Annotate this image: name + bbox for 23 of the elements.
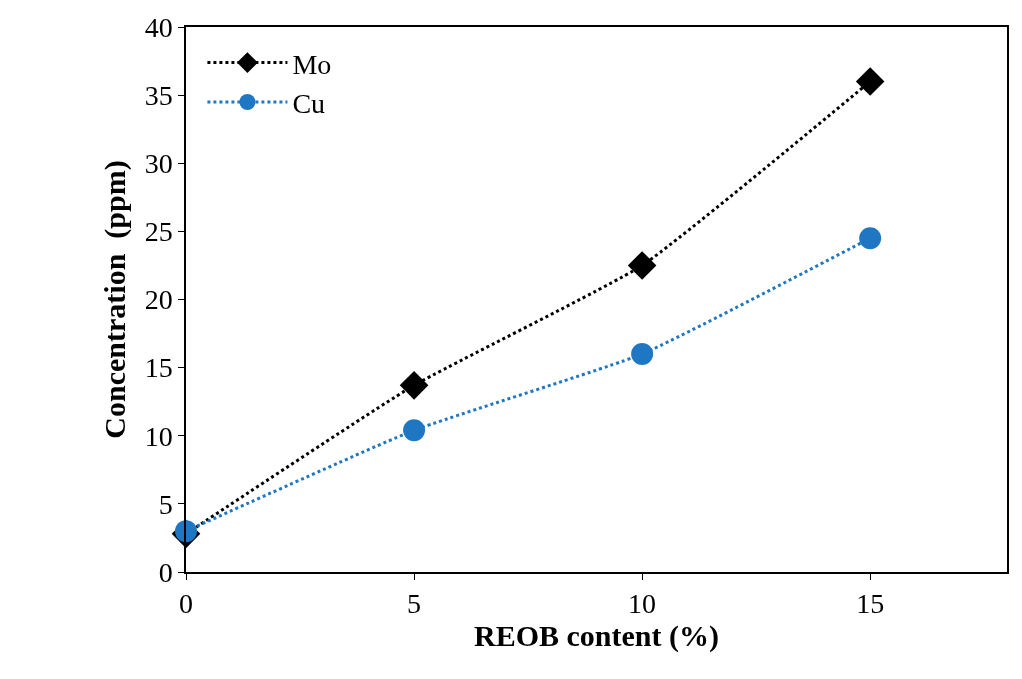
y-tick-label: 15 <box>144 352 173 384</box>
x-tick-label: 5 <box>407 588 422 620</box>
point <box>627 251 657 280</box>
point <box>403 419 426 442</box>
y-tick-label: 20 <box>144 284 173 316</box>
x-axis-title: REOB content (%) <box>474 619 719 654</box>
point <box>859 227 882 250</box>
x-tick-label: 15 <box>856 588 885 620</box>
legend-label: Mo <box>292 48 332 80</box>
y-tick-label: 25 <box>144 216 173 248</box>
y-tick-label: 40 <box>144 11 173 43</box>
point <box>631 343 654 365</box>
y-tick-label: 30 <box>144 148 173 180</box>
y-tick-label: 10 <box>144 420 173 452</box>
x-tick-label: 10 <box>628 588 657 620</box>
legend-label: Cu <box>292 87 326 119</box>
y-axis-title: Concentration (ppm) <box>98 160 133 439</box>
y-tick-label: 0 <box>158 556 173 588</box>
y-tick-label: 5 <box>158 488 173 520</box>
x-tick-label: 0 <box>179 588 193 620</box>
y-tick-label: 35 <box>144 79 173 111</box>
point <box>855 67 885 96</box>
point <box>399 371 429 400</box>
